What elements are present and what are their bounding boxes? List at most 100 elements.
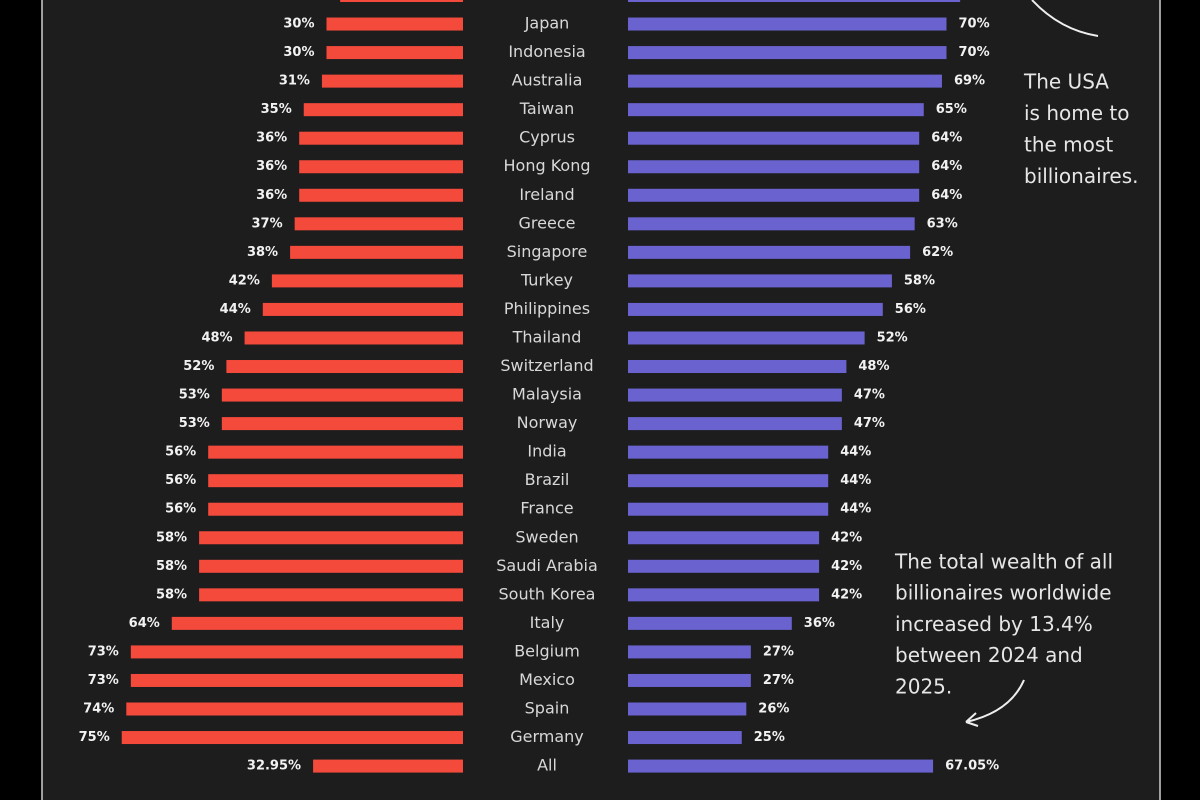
annotation: increased by 13.4% — [895, 612, 1093, 636]
bar-right — [628, 74, 942, 88]
category-label: France — [520, 499, 573, 518]
category-label: Brazil — [525, 470, 570, 489]
bar-left — [199, 531, 463, 545]
bar-left — [326, 46, 463, 60]
value-label: 58% — [156, 559, 187, 574]
bar-left — [299, 188, 463, 202]
value-label: 42% — [229, 273, 260, 288]
annotation: the most — [1024, 133, 1113, 157]
bar-right — [628, 645, 751, 659]
value-label: 42% — [831, 530, 862, 545]
category-label: Greece — [519, 213, 576, 232]
bar-right — [628, 388, 842, 402]
bar-left — [313, 759, 463, 773]
bar-right — [628, 331, 865, 345]
bar-left — [208, 502, 463, 516]
value-label: 47% — [854, 388, 885, 403]
category-label: Mexico — [519, 670, 575, 689]
value-label: 47% — [854, 416, 885, 431]
bar-left — [321, 74, 463, 88]
bar-right — [628, 46, 947, 60]
bar-left — [221, 417, 463, 431]
bar-right — [628, 17, 947, 31]
value-label: 64% — [129, 616, 160, 631]
value-label: 53% — [179, 416, 210, 431]
arrow — [965, 679, 1025, 727]
value-label: 52% — [183, 359, 214, 374]
bar-left — [126, 702, 464, 716]
category-label: All — [537, 756, 557, 775]
value-label: 25% — [754, 730, 785, 745]
bar-left — [262, 302, 463, 316]
value-label: 36% — [256, 159, 287, 174]
bar-right — [628, 0, 961, 2]
value-label: 70% — [959, 45, 990, 60]
category-label: United States — [493, 0, 601, 4]
category-label: Turkey — [520, 270, 573, 289]
bar-right — [628, 559, 820, 573]
value-label: 64% — [931, 188, 962, 203]
category-label: Belgium — [514, 641, 580, 660]
category-label: Sweden — [515, 527, 578, 546]
category-label: Norway — [517, 413, 578, 432]
category-label: Spain — [525, 699, 570, 718]
category-label: Australia — [512, 71, 583, 90]
bar-left — [130, 673, 463, 687]
value-label: 58% — [156, 530, 187, 545]
value-label: 65% — [936, 102, 967, 117]
value-label: 27% — [763, 644, 794, 659]
value-label: 30% — [283, 17, 314, 32]
annotation: billionaires. — [1024, 164, 1139, 188]
value-label: 58% — [156, 587, 187, 602]
bar-right — [628, 360, 847, 374]
value-label: 44% — [840, 473, 871, 488]
bar-right — [628, 103, 924, 117]
bar-left — [271, 274, 463, 288]
value-label: 48% — [858, 359, 889, 374]
annotation: The total wealth of all — [894, 550, 1113, 574]
bar-right — [628, 702, 747, 716]
value-label: 56% — [165, 445, 196, 460]
annotation: between 2024 and — [895, 643, 1083, 667]
category-label: Hong Kong — [504, 156, 591, 175]
bar-left — [226, 360, 463, 374]
value-label: 44% — [220, 302, 251, 317]
bar-left — [244, 331, 463, 345]
category-label: India — [527, 442, 566, 461]
bar-left — [299, 160, 463, 174]
value-label: 44% — [840, 445, 871, 460]
bar-right — [628, 245, 911, 259]
category-label: Saudi Arabia — [496, 556, 598, 575]
bar-right — [628, 445, 829, 459]
bar-right — [628, 160, 920, 174]
value-label: 36% — [256, 188, 287, 203]
category-label: Italy — [530, 613, 565, 632]
bar-right — [628, 531, 820, 545]
bar-right — [628, 217, 915, 231]
category-label: South Korea — [499, 584, 596, 603]
bar-left — [171, 616, 464, 630]
value-label: 52% — [877, 330, 908, 345]
annotation: The USA — [1023, 70, 1109, 94]
category-label: Germany — [510, 727, 584, 746]
bar-right — [628, 759, 934, 773]
value-label: 58% — [904, 273, 935, 288]
value-label: 27% — [297, 0, 328, 3]
value-label: 73% — [88, 673, 119, 688]
value-label: 62% — [922, 245, 953, 260]
value-label: 64% — [931, 159, 962, 174]
bar-right — [628, 502, 829, 516]
value-label: 67.05% — [945, 759, 999, 774]
bar-right — [628, 188, 920, 202]
bar-left — [208, 474, 463, 488]
category-label: Switzerland — [500, 356, 593, 375]
bar-left — [208, 445, 463, 459]
value-label: 69% — [954, 74, 985, 89]
annotation: is home to — [1024, 101, 1129, 125]
category-label: Thailand — [512, 327, 582, 346]
value-label: 48% — [201, 330, 232, 345]
bar-left — [303, 103, 463, 117]
bar-left — [130, 645, 463, 659]
value-label: 30% — [283, 45, 314, 60]
